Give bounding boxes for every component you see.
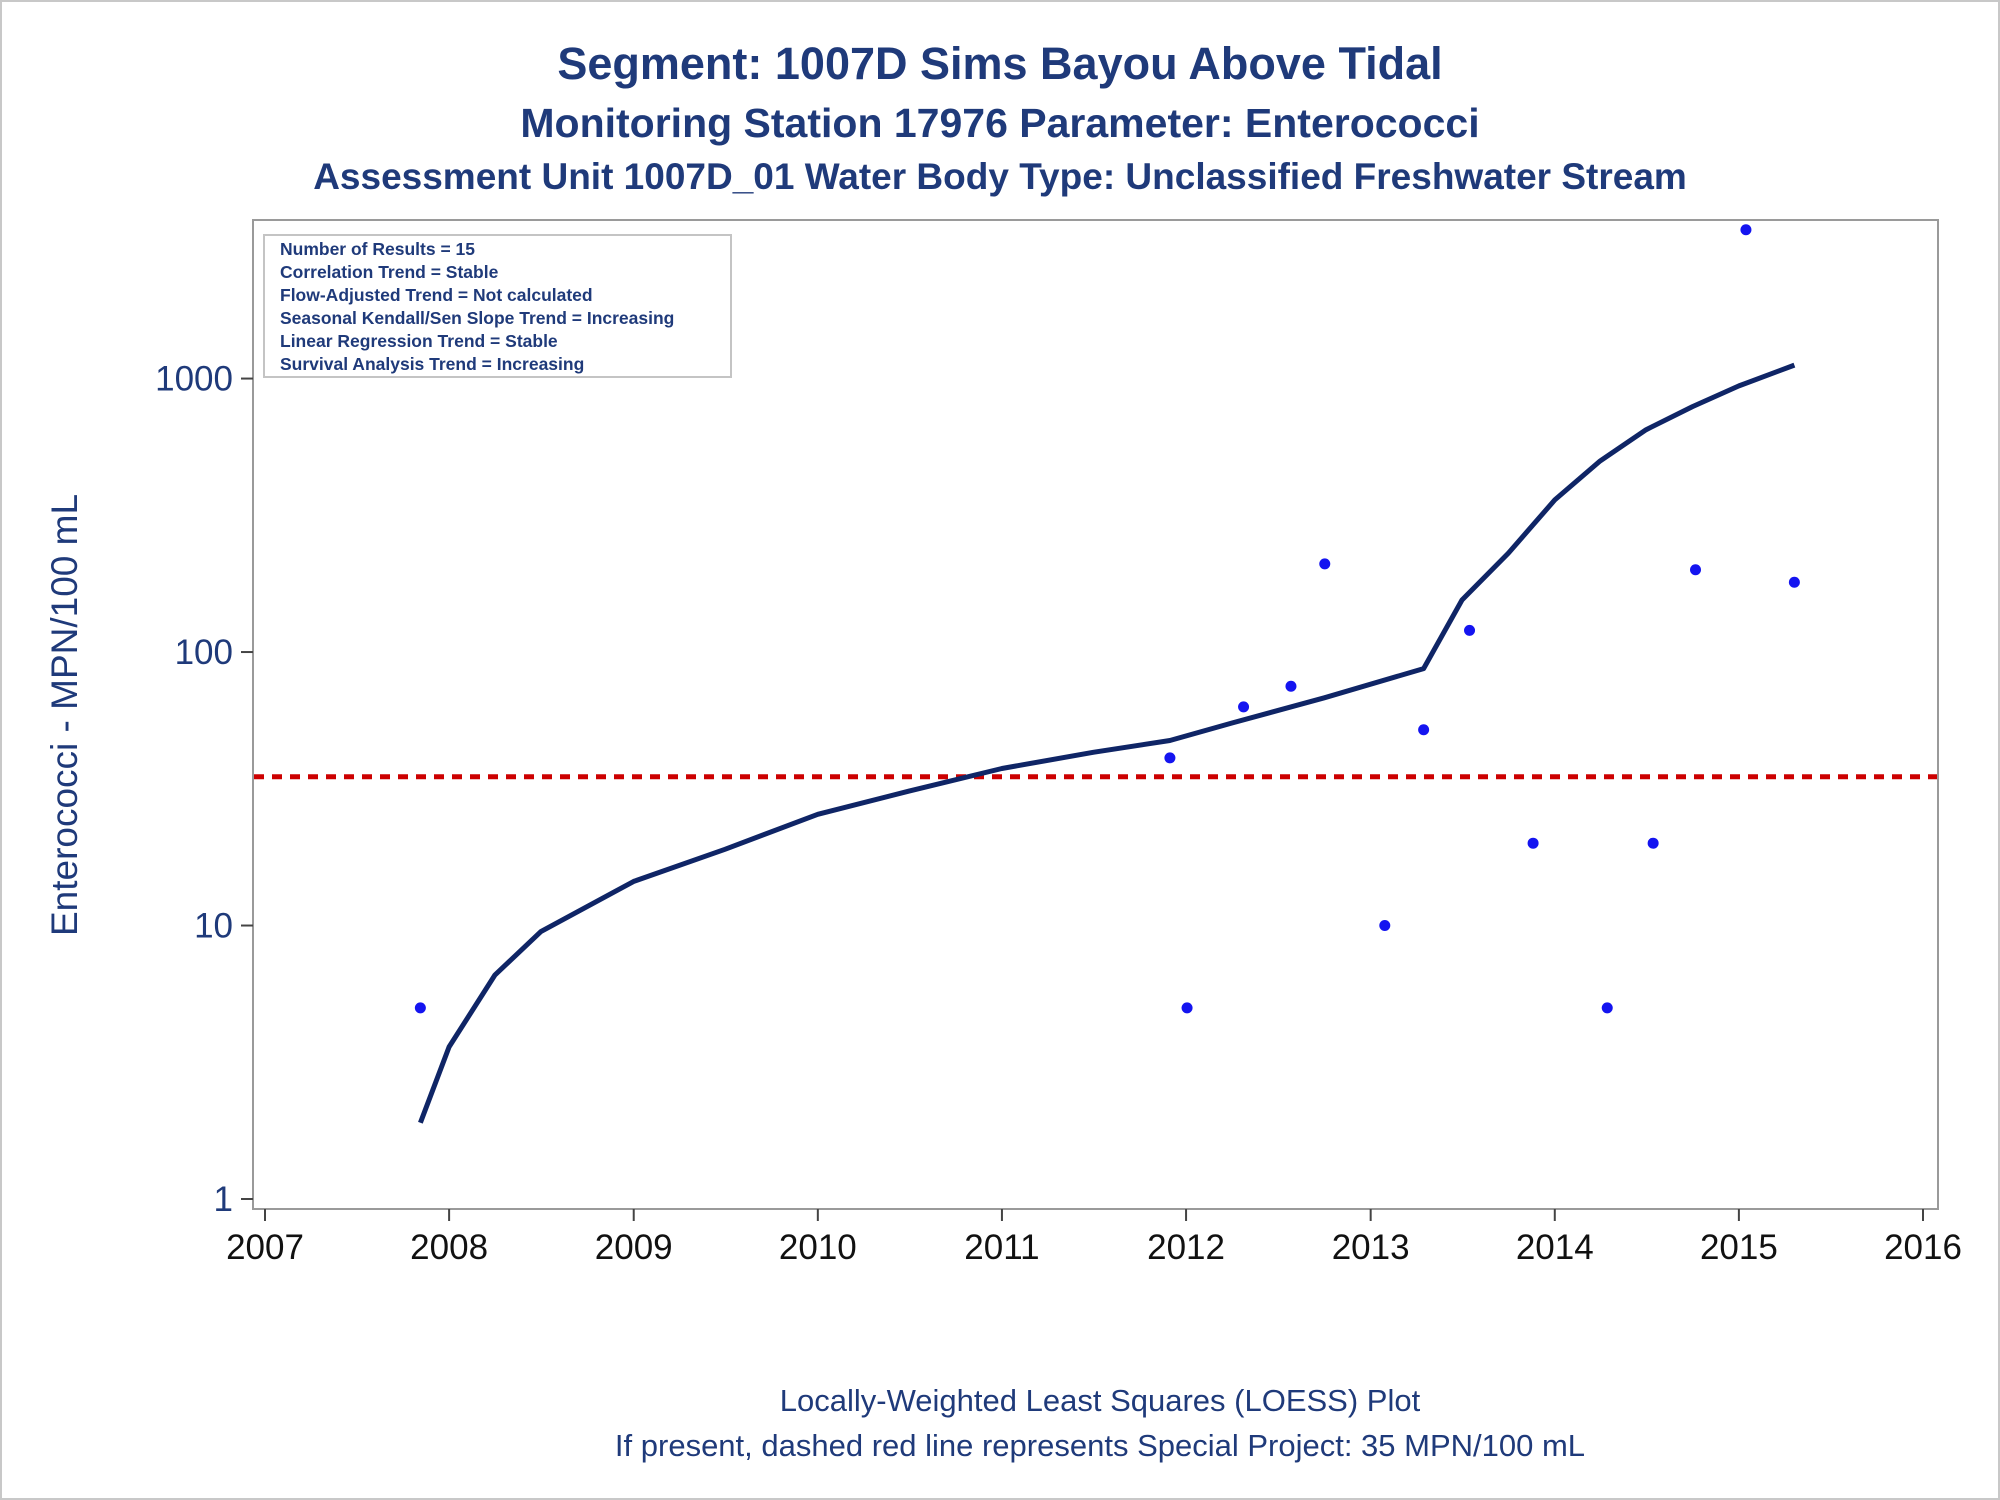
- x-tick-label: 2013: [1332, 1228, 1410, 1267]
- x-tick-label: 2014: [1516, 1228, 1594, 1267]
- stats-box-border: [263, 234, 732, 378]
- plot-area-border: [252, 219, 1939, 1210]
- data-point: [1285, 680, 1297, 692]
- data-point: [1418, 724, 1430, 736]
- chart-subtitle-assessment: Assessment Unit 1007D_01 Water Body Type…: [313, 156, 1687, 197]
- y-tick-label: 100: [175, 633, 233, 672]
- x-tick-label: 2015: [1700, 1228, 1778, 1267]
- data-point: [1238, 701, 1250, 713]
- x-tick-label: 2012: [1147, 1228, 1225, 1267]
- x-axis: 2007 2008 2009 2010 2011 2012 2013 2014 2015 2016: [226, 1209, 1962, 1267]
- data-points: [414, 224, 1800, 1014]
- data-point: [1319, 558, 1331, 570]
- footer-reference-note: If present, dashed red line represents S…: [614, 1428, 1586, 1463]
- x-tick-label: 2009: [595, 1228, 673, 1267]
- stats-box-line: Number of Results = 15: [280, 239, 475, 259]
- data-point: [1647, 837, 1659, 849]
- x-tick-label: 2016: [1884, 1228, 1962, 1267]
- stats-box-line: Seasonal Kendall/Sen Slope Trend = Incre…: [280, 308, 674, 328]
- chart-subtitle-station: Monitoring Station 17976 Parameter: Ente…: [520, 100, 1480, 146]
- data-point: [1601, 1002, 1613, 1014]
- data-point: [1379, 920, 1391, 932]
- data-point: [1788, 576, 1800, 588]
- data-point: [1164, 752, 1176, 764]
- y-tick-label: 10: [194, 907, 233, 946]
- data-point: [1527, 837, 1539, 849]
- x-tick-label: 2007: [226, 1228, 304, 1267]
- x-tick-label: 2008: [410, 1228, 488, 1267]
- y-tick-label: 1000: [155, 360, 233, 399]
- y-tick-label: 1: [214, 1180, 233, 1219]
- stats-box-line: Correlation Trend = Stable: [280, 262, 499, 282]
- stats-box-line: Linear Regression Trend = Stable: [280, 331, 558, 351]
- y-axis: 1 10 100 1000: [155, 360, 253, 1219]
- data-point: [1464, 624, 1476, 636]
- stats-box: Number of Results = 15 Correlation Trend …: [263, 234, 732, 378]
- x-tick-label: 2010: [779, 1228, 857, 1267]
- data-point: [1740, 224, 1752, 236]
- chart-title: Segment: 1007D Sims Bayou Above Tidal: [557, 38, 1443, 89]
- loess-line: [418, 362, 1796, 1124]
- y-axis-label: Enterococci - MPN/100 mL: [44, 494, 85, 936]
- x-tick-label: 2011: [964, 1228, 1039, 1267]
- footer-loess-note: Locally-Weighted Least Squares (LOESS) P…: [779, 1383, 1421, 1418]
- stats-box-line: Survival Analysis Trend = Increasing: [280, 354, 584, 374]
- data-point: [1181, 1002, 1193, 1014]
- data-point: [414, 1002, 426, 1014]
- stats-box-line: Flow-Adjusted Trend = Not calculated: [280, 285, 593, 305]
- data-point: [1690, 564, 1702, 576]
